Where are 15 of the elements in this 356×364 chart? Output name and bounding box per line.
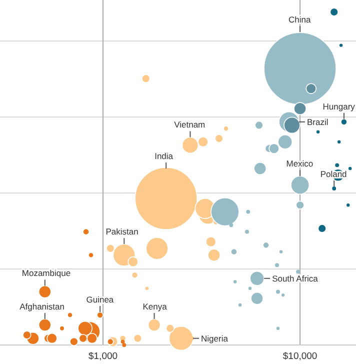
annotation: Vietnam [174, 120, 206, 130]
x-tick-label: $1,000 [88, 351, 118, 362]
annotation: Mexico [286, 158, 314, 169]
annotation: Mozambique [22, 268, 71, 278]
annotation: Pakistan [106, 226, 139, 237]
annotation: India [154, 151, 174, 162]
annotation: Kenya [142, 301, 168, 312]
annotation: Hungary [322, 101, 356, 112]
annotation: Guinea [86, 294, 114, 305]
annotation: Nigeria [201, 333, 228, 344]
x-tick-label: $10,000 [282, 351, 318, 362]
annotation: South Africa [272, 273, 318, 284]
annotation: China [288, 14, 312, 24]
annotation: Afghanistan [20, 301, 65, 312]
annotation: Brazil [307, 116, 328, 127]
